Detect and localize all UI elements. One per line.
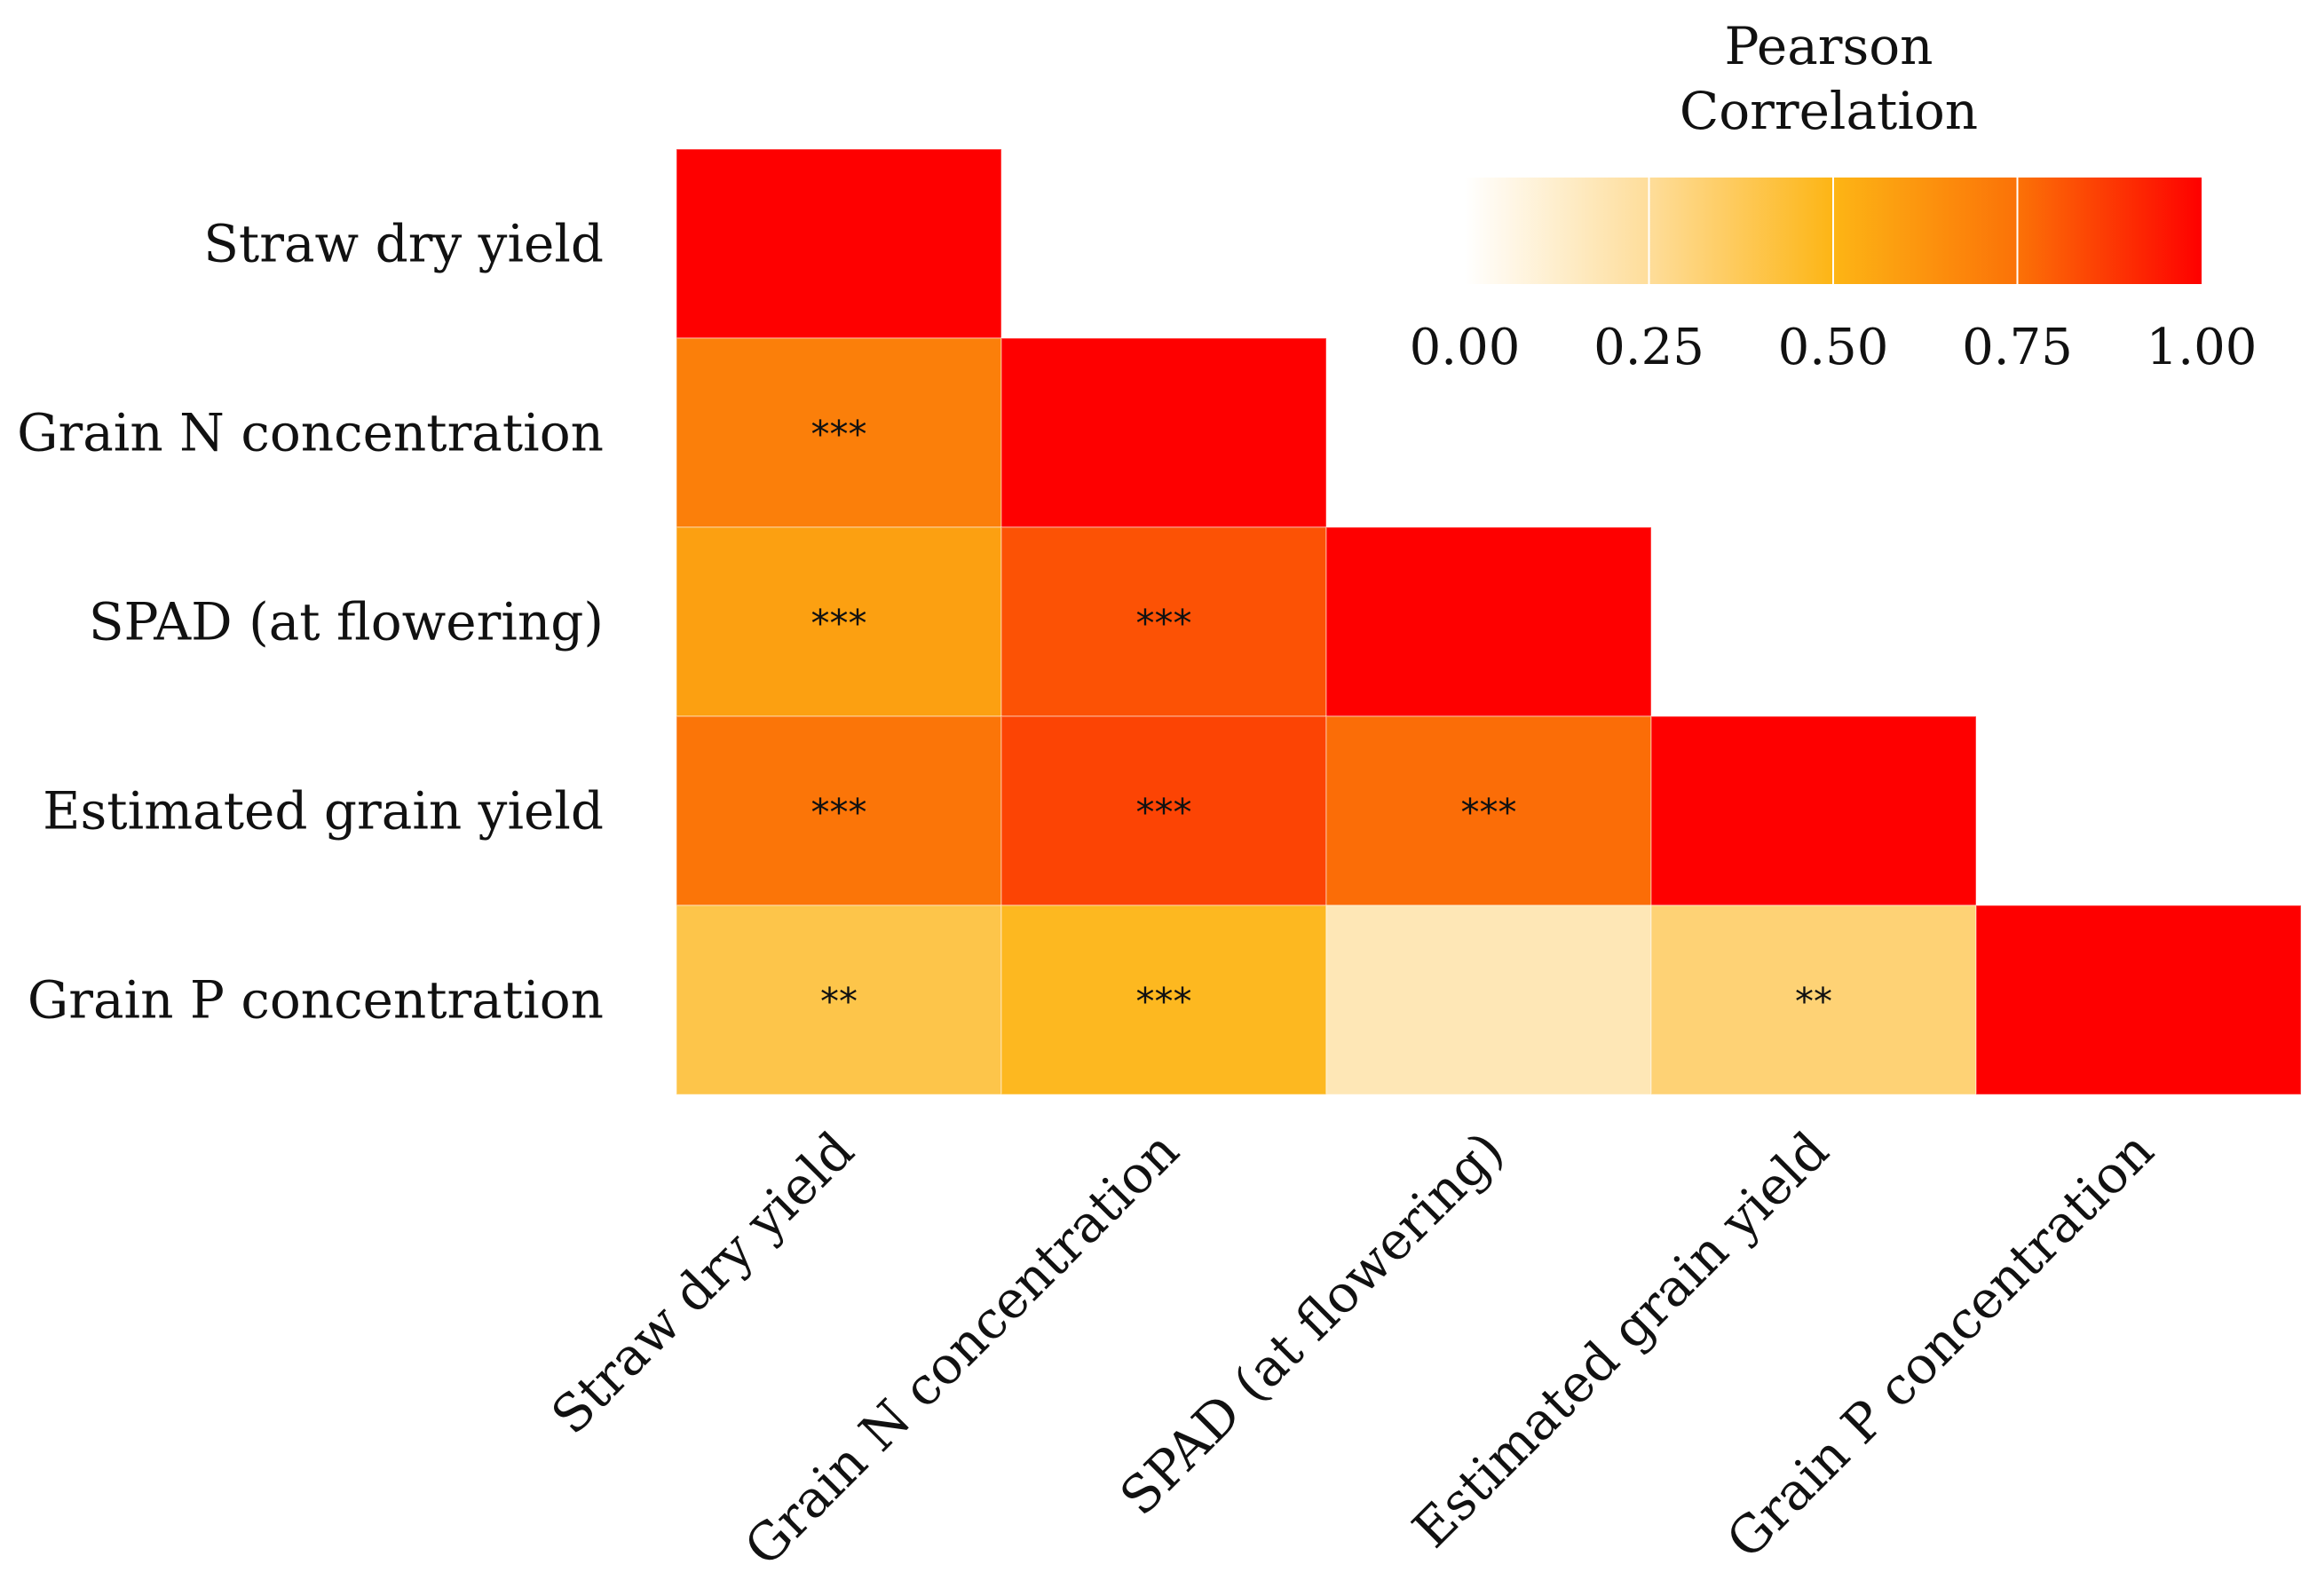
legend-tick-label-4: 1.00 xyxy=(2147,319,2258,376)
heatmap-cell-r3-c3 xyxy=(1650,715,1977,906)
row-label-straw-dry-yield: Straw dry yield xyxy=(203,214,604,274)
significance-mark-r3-c0: *** xyxy=(811,791,867,834)
heatmap-cell-r4-c4 xyxy=(1975,905,2302,1095)
legend-ticks: 0.00 0.25 0.50 0.75 1.00 xyxy=(1410,178,2258,376)
heatmap-cell-r4-c1 xyxy=(1000,905,1327,1095)
row-labels: Straw dry yield Grain N concentration SPAD… xyxy=(17,214,604,1031)
legend-tick-label-3: 0.75 xyxy=(1962,319,2073,376)
row-label-spad-at-flowering: SPAD (at flowering) xyxy=(89,592,604,652)
heatmap-cells xyxy=(676,148,2302,1095)
legend-title-line2: Correlation xyxy=(1680,81,1978,141)
significance-mark-r1-c0: *** xyxy=(811,413,867,456)
column-label-straw-dry-yield: Straw dry yield xyxy=(540,1120,866,1446)
heatmap-cell-r4-c2 xyxy=(1325,905,1652,1095)
heatmap-cell-r2-c2 xyxy=(1325,526,1652,717)
legend-tick-label-2: 0.50 xyxy=(1778,319,1889,376)
significance-marks: ****** ****** *** ***** *** ** xyxy=(811,413,1833,1023)
heatmap-cell-r2-c0 xyxy=(676,526,1002,717)
heatmap-cell-r3-c1 xyxy=(1000,715,1327,906)
heatmap-cell-r1-c0 xyxy=(676,337,1002,528)
significance-mark-r4-c1: *** xyxy=(1136,980,1192,1023)
heatmap-cell-r0-c0 xyxy=(676,148,1002,339)
legend-tick-label-1: 0.25 xyxy=(1593,319,1704,376)
row-label-grain-n-concentration: Grain N concentration xyxy=(17,403,604,463)
heatmap-cell-r3-c2 xyxy=(1325,715,1652,906)
legend-title-line1: Pearson xyxy=(1724,16,1933,76)
significance-mark-r4-c3: ** xyxy=(1795,980,1832,1023)
significance-mark-r3-c2: *** xyxy=(1461,791,1517,834)
heatmap-cell-r1-c1 xyxy=(1000,337,1327,528)
significance-mark-r2-c0: *** xyxy=(811,602,867,645)
significance-mark-r2-c1: *** xyxy=(1136,602,1192,645)
significance-mark-r4-c0: ** xyxy=(820,980,858,1023)
heatmap-cell-r3-c0 xyxy=(676,715,1002,906)
heatmap-cell-r4-c0 xyxy=(676,905,1002,1095)
legend-tick-label-0: 0.00 xyxy=(1410,319,1521,376)
heatmap-cell-r4-c3 xyxy=(1650,905,1977,1095)
heatmap-cell-r2-c1 xyxy=(1000,526,1327,717)
color-legend: Pearson Correlation 0.00 0.25 0.50 0.75 1.00 xyxy=(1410,16,2258,376)
row-label-grain-p-concentration: Grain P concentration xyxy=(28,970,604,1031)
row-label-estimated-grain-yield: Estimated grain yield xyxy=(43,781,604,841)
significance-mark-r3-c1: *** xyxy=(1136,791,1192,834)
